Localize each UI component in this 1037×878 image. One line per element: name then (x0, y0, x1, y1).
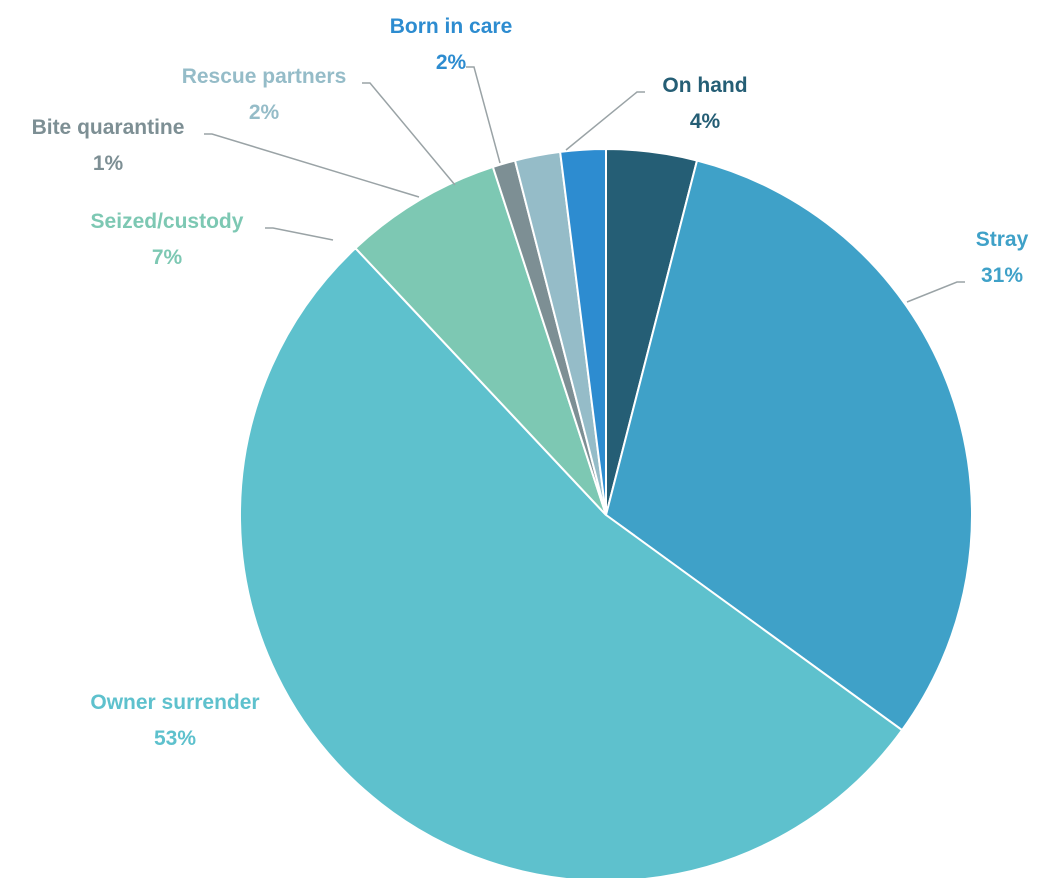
slice-label-name-rescue-partners: Rescue partners (182, 65, 347, 88)
slice-label-pct-stray: 31% (981, 264, 1023, 287)
slice-label-name-on-hand: On hand (662, 74, 747, 97)
pie-slice-seized-custody (354, 165, 607, 516)
pie-slice-stray (604, 159, 973, 732)
slice-label-pct-owner-surrender: 53% (154, 727, 196, 750)
leader-line-on-hand (565, 91, 645, 151)
slice-label-name-bite-quarantine: Bite quarantine (32, 116, 185, 139)
leader-line-stray (906, 281, 965, 303)
leader-line-seized-custody (265, 227, 334, 241)
slice-label-name-owner-surrender: Owner surrender (90, 691, 259, 714)
slice-label-name-born-in-care: Born in care (390, 15, 513, 38)
slice-label-pct-on-hand: 4% (690, 110, 721, 133)
leader-line-born-in-care (466, 66, 501, 164)
leader-line-rescue-partners (362, 82, 456, 186)
leader-lines (204, 66, 965, 303)
slice-label-pct-seized-custody: 7% (152, 246, 183, 269)
slice-label-name-stray: Stray (976, 228, 1029, 251)
slice-labels: On hand 4% Stray 31% Owner surrender 53% Seize… (32, 15, 1029, 750)
pie-slice-owner-surrender (238, 246, 904, 878)
pie-slices (238, 147, 973, 878)
slice-label-pct-bite-quarantine: 1% (93, 152, 124, 175)
slice-label-pct-rescue-partners: 2% (249, 101, 280, 124)
leader-line-bite-quarantine (204, 133, 420, 198)
slice-label-name-seized-custody: Seized/custody (91, 210, 244, 233)
slice-label-pct-born-in-care: 2% (436, 51, 467, 74)
pie-slice-born-in-care (559, 147, 607, 516)
